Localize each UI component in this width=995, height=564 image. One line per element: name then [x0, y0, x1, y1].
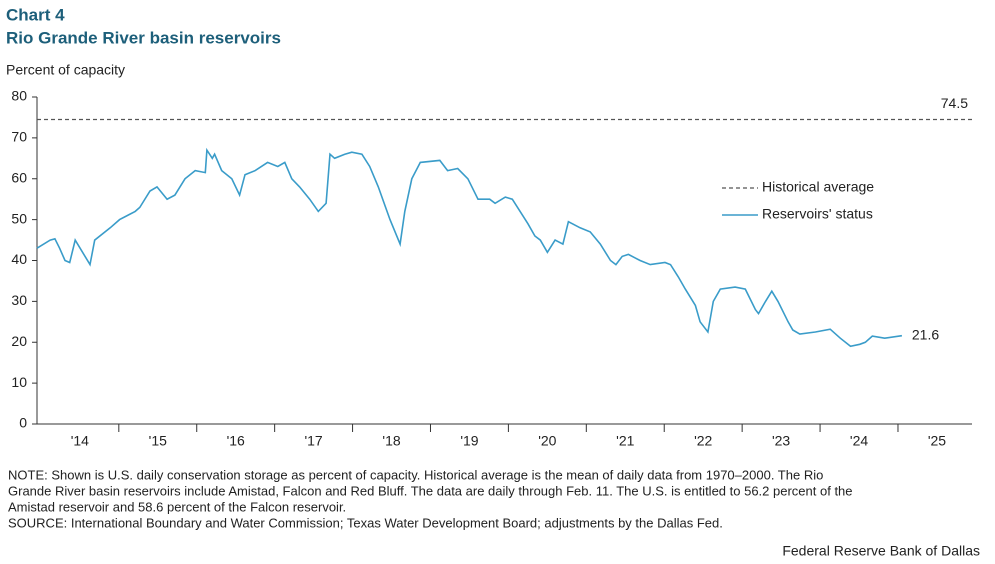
y-tick-label: 20 [11, 333, 27, 349]
reference-label: 74.5 [941, 95, 968, 111]
y-tick-label: 30 [11, 292, 27, 308]
x-tick-label: '24 [850, 433, 868, 449]
source-line: SOURCE: International Boundary and Water… [8, 515, 723, 530]
x-tick-label: '17 [304, 433, 322, 449]
x-tick-label: '15 [149, 433, 167, 449]
y-axis-label: Percent of capacity [6, 62, 125, 78]
chart-subtitle: Rio Grande River basin reservoirs [6, 28, 281, 47]
x-tick-label: '25 [928, 433, 946, 449]
end-value-label: 21.6 [912, 326, 939, 342]
legend-label: Reservoirs' status [762, 206, 873, 222]
y-tick-label: 70 [11, 129, 27, 145]
y-tick-label: 0 [19, 415, 27, 431]
x-tick-label: '18 [382, 433, 400, 449]
x-tick-label: '20 [538, 433, 556, 449]
x-tick-label: '14 [71, 433, 89, 449]
series-line [36, 147, 903, 348]
x-tick-label: '16 [227, 433, 245, 449]
note-line: NOTE: Shown is U.S. daily conservation s… [8, 467, 823, 482]
x-tick-label: '23 [772, 433, 790, 449]
x-tick-label: '21 [616, 433, 634, 449]
credit: Federal Reserve Bank of Dallas [782, 543, 980, 559]
y-tick-label: 40 [11, 251, 27, 267]
y-tick-label: 60 [11, 169, 27, 185]
y-tick-label: 10 [11, 374, 27, 390]
note-line: Amistad reservoir and 58.6 percent of th… [8, 499, 346, 514]
chart-title: Chart 4 [6, 5, 65, 24]
x-tick-label: '22 [694, 433, 712, 449]
note-line: Grande River basin reservoirs include Am… [8, 483, 853, 498]
x-tick-label: '19 [460, 433, 478, 449]
y-tick-label: 50 [11, 210, 27, 226]
legend-label: Historical average [762, 179, 874, 195]
y-tick-label: 80 [11, 88, 27, 104]
